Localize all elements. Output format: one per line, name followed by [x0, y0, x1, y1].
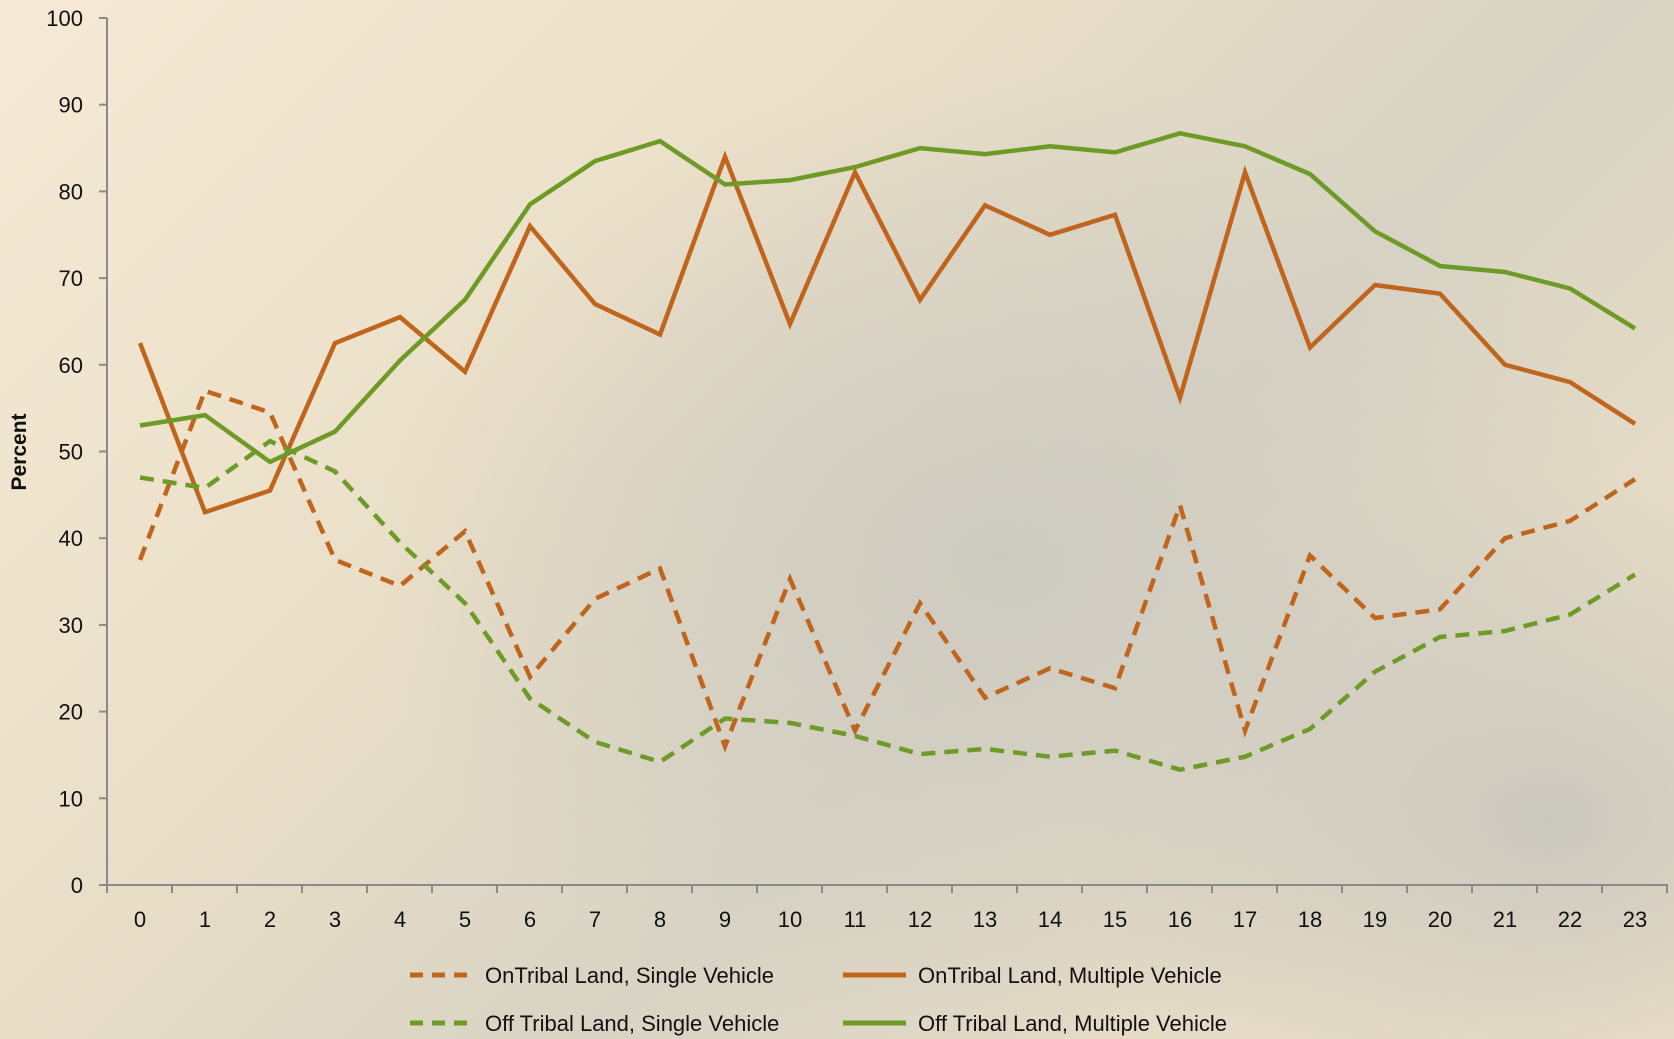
y-tick-label: 100	[46, 6, 83, 31]
y-tick-label: 50	[59, 440, 83, 465]
y-tick-label: 20	[59, 700, 83, 725]
series-line-3	[139, 438, 1637, 773]
x-tick-label: 13	[973, 907, 997, 932]
x-tick-label: 2	[264, 907, 276, 932]
y-tick-label: 80	[59, 179, 83, 204]
x-axis: 0 1 2 3 4 5 6 7 8 9 10 11 12 13 14 15 16 17 18 19 20 21 22 23	[106, 884, 1668, 932]
x-tick-label: 21	[1493, 907, 1517, 932]
x-tick-label: 3	[329, 907, 341, 932]
y-axis: 0 10 20 30 40 50 60 70 80 90 100	[46, 6, 108, 898]
y-tick-label: 10	[59, 786, 83, 811]
x-tick-label: 19	[1363, 907, 1387, 932]
y-tick-label: 90	[59, 93, 83, 118]
x-tick-label: 11	[844, 907, 867, 932]
x-tick-label: 20	[1428, 907, 1452, 932]
y-tick-label: 0	[71, 873, 83, 898]
x-tick-label: 14	[1038, 907, 1062, 932]
x-tick-label: 7	[589, 907, 601, 932]
y-tick-label: 30	[59, 613, 83, 638]
x-tick-label: 22	[1558, 907, 1582, 932]
legend-label: OnTribal Land, Single Vehicle	[485, 963, 774, 988]
y-tick-label: 40	[59, 526, 83, 551]
x-tick-label: 8	[654, 907, 666, 932]
legend-label: Off Tribal Land, Multiple Vehicle	[918, 1011, 1227, 1036]
x-tick-label: 16	[1168, 907, 1192, 932]
x-tick-label: 12	[908, 907, 932, 932]
x-tick-label: 23	[1623, 907, 1647, 932]
x-tick-label: 15	[1103, 907, 1127, 932]
x-tick-label: 17	[1233, 907, 1257, 932]
x-tick-label: 4	[394, 907, 406, 932]
legend: OnTribal Land, Single Vehicle OnTribal La…	[410, 963, 1227, 1036]
x-tick-label: 5	[459, 907, 471, 932]
series-line-2	[137, 150, 1637, 516]
plot-area	[137, 130, 1637, 773]
y-tick-label: 70	[59, 266, 83, 291]
series-line-1	[137, 387, 1637, 753]
x-tick-label: 10	[778, 907, 802, 932]
x-tick-label: 0	[134, 907, 146, 932]
x-tick-label: 1	[199, 907, 211, 932]
legend-label: Off Tribal Land, Single Vehicle	[485, 1011, 779, 1036]
y-axis-label: Percent	[8, 413, 31, 490]
legend-label: OnTribal Land, Multiple Vehicle	[918, 963, 1222, 988]
x-tick-label: 9	[719, 907, 731, 932]
y-tick-label: 60	[59, 353, 83, 378]
x-tick-label: 18	[1298, 907, 1322, 932]
series-line-4	[139, 130, 1637, 465]
x-tick-label: 6	[524, 907, 536, 932]
